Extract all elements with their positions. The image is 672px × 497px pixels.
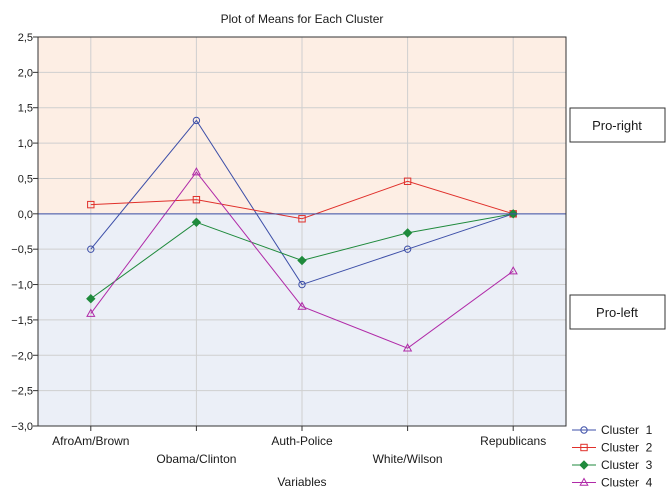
y-tick-label: 0,0 xyxy=(18,209,33,221)
legend-label: Cluster 4 xyxy=(601,476,653,490)
y-tick-label: 2,5 xyxy=(18,32,33,44)
y-tick-label: 1,0 xyxy=(18,138,33,150)
series-line-cluster-2 xyxy=(90,180,514,220)
y-tick-label: −3,0 xyxy=(11,421,33,433)
legend-label: Cluster 1 xyxy=(601,423,653,437)
x-tick-label: AfroAm/Brown xyxy=(52,434,129,448)
y-tick-label: 0,5 xyxy=(18,173,33,185)
y-tick-label: 2,0 xyxy=(18,67,33,79)
data-point xyxy=(87,245,95,253)
x-tick-label: Auth-Police xyxy=(271,434,333,448)
data-point xyxy=(297,301,307,310)
pro-right-box: Pro-right xyxy=(569,107,666,143)
y-tick-label: −2,5 xyxy=(11,386,33,398)
y-tick-label: −2,0 xyxy=(11,350,33,362)
data-point xyxy=(508,266,518,275)
data-point xyxy=(403,177,412,185)
data-point xyxy=(192,116,201,125)
legend-label: Cluster 2 xyxy=(601,441,653,455)
y-tick-label: −1,5 xyxy=(11,315,33,327)
x-tick-label: White/Wilson xyxy=(373,452,443,466)
data-point xyxy=(86,308,96,317)
x-tick-label: Republicans xyxy=(480,434,546,448)
series-lines xyxy=(86,116,518,352)
series-line-cluster-4 xyxy=(90,171,514,349)
legend: Cluster 1 Cluster 2 Cluster 3 Cluster 4 xyxy=(572,423,653,490)
legend-marker xyxy=(580,426,588,434)
axes: 2,5 2,0 1,5 1,0 0,5 0,0 −0,5 −1,0 −1,5 −2,0 −2,5 −3… xyxy=(11,32,567,466)
series-cluster-4 xyxy=(86,167,518,352)
x-tick-label: Obama/Clinton xyxy=(156,452,236,466)
legend-label: Cluster 3 xyxy=(601,458,653,472)
pro-left-label: Pro-left xyxy=(596,305,638,320)
chart-title: Plot of Means for Each Cluster xyxy=(221,12,384,26)
legend-marker xyxy=(579,460,589,470)
data-point xyxy=(402,343,413,352)
legend-item-cluster-3: Cluster 3 xyxy=(572,458,653,472)
y-tick-label: −0,5 xyxy=(11,244,33,256)
legend-item-cluster-2: Cluster 2 xyxy=(572,441,653,455)
data-point xyxy=(402,228,413,238)
y-tick-label: 1,5 xyxy=(18,103,33,115)
series-cluster-3 xyxy=(86,209,518,304)
pro-left-box: Pro-left xyxy=(569,294,666,330)
data-point xyxy=(403,245,412,253)
legend-item-cluster-4: Cluster 4 xyxy=(572,476,653,490)
data-point xyxy=(87,200,95,209)
data-point xyxy=(191,167,202,176)
y-tick-label: −1,0 xyxy=(11,280,33,292)
data-point xyxy=(86,293,96,304)
data-point xyxy=(298,215,306,223)
pro-right-label: Pro-right xyxy=(592,118,642,133)
legend-marker xyxy=(580,443,588,452)
x-axis-title: Variables xyxy=(277,475,326,489)
plot-frame xyxy=(37,36,567,427)
data-point xyxy=(298,280,306,289)
legend-marker xyxy=(579,477,589,486)
data-point xyxy=(191,217,202,228)
legend-item-cluster-1: Cluster 1 xyxy=(572,423,653,437)
data-point xyxy=(192,195,201,204)
data-point xyxy=(297,255,307,266)
series-line-cluster-1 xyxy=(90,119,514,286)
